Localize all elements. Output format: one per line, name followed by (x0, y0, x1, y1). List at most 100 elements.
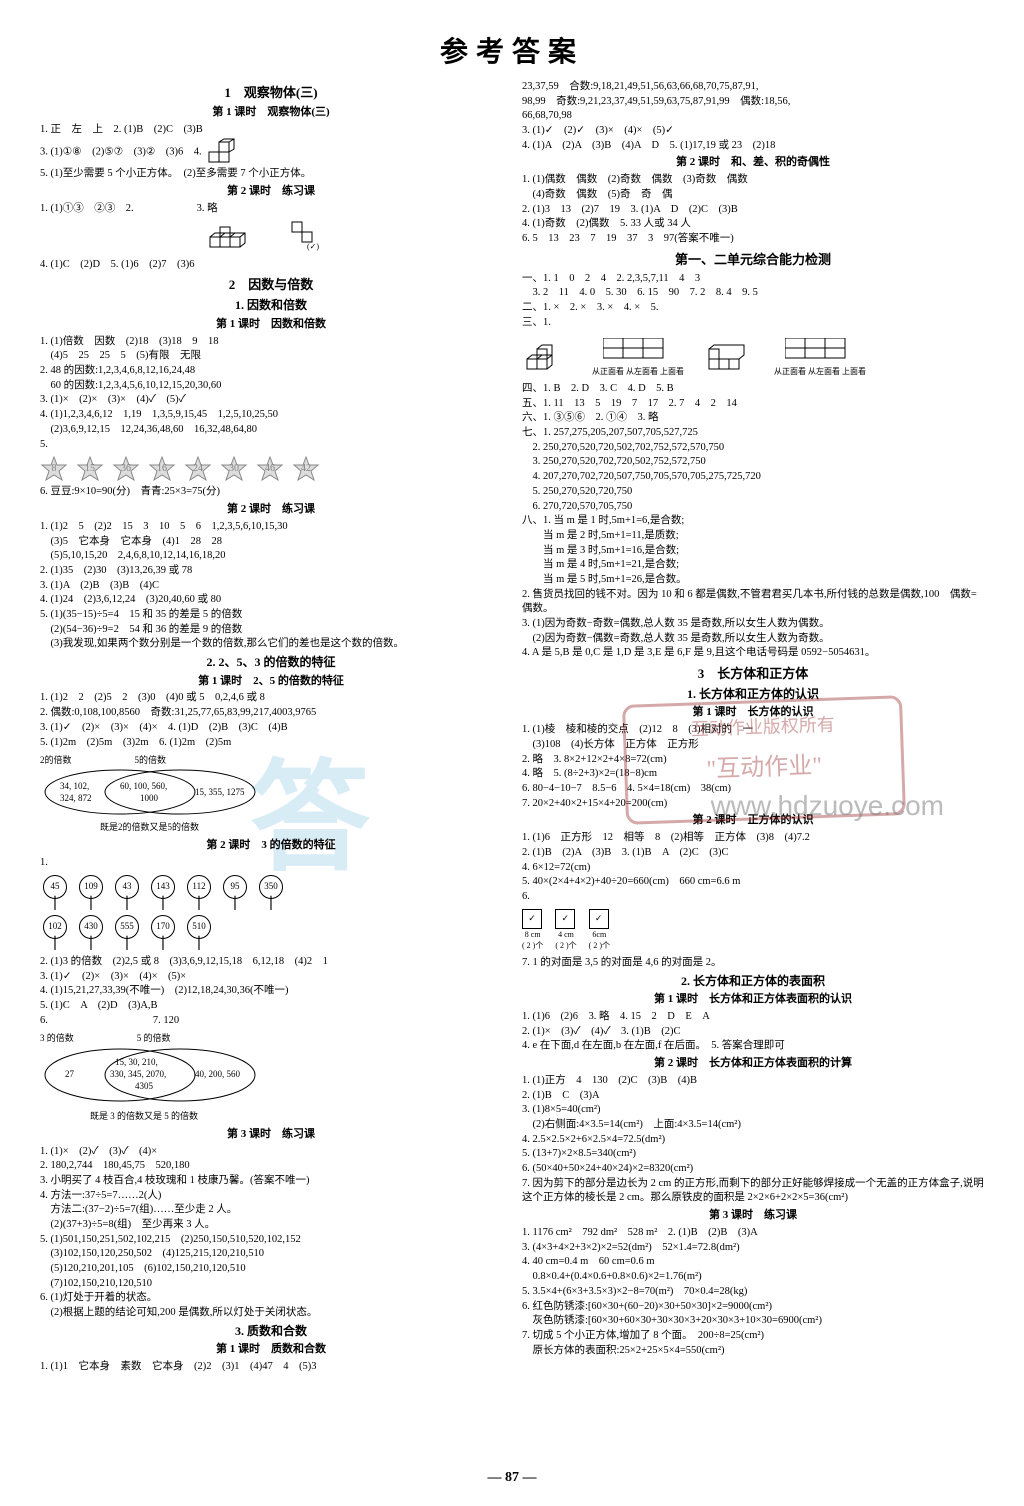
line: 2. (1)35 (2)30 (3)13,26,39 或 78 (40, 564, 502, 579)
line: 3. (1)A (2)B (3)B (4)C (40, 579, 502, 594)
balloon-tail: ⎮ (196, 939, 202, 949)
line: 4. (1)C (2)D 5. (1)6 (2)7 (3)6 (40, 258, 502, 273)
line: 7. 切成 5 个小正方体,增加了 8 个面。 200÷8=25(cm²) (522, 1329, 984, 1344)
line: 66,68,70,98 (522, 109, 984, 124)
balloon: 109⎮ (76, 875, 106, 911)
star-icon: 46 (256, 455, 284, 483)
line: 23,37,59 合数:9,18,21,49,51,56,63,66,68,70… (522, 80, 984, 95)
balloon-tail: ⎮ (196, 899, 202, 909)
sec2-lesson3: 第 1 课时 2、5 的倍数的特征 (40, 674, 502, 690)
star-value: 16 (157, 462, 167, 477)
line: (2)(37+3)÷5=8(组) 至少再来 3 人。 (40, 1218, 502, 1233)
line: 6. (50×40+50×24+40×24)×2=8320(cm²) (522, 1162, 984, 1177)
balloon: 350⎮ (256, 875, 286, 911)
balloon: 430⎮ (76, 915, 106, 951)
line: 当 m 是 2 时,5m+1=11,是质数; (522, 529, 984, 544)
box-item: ✓ 4 cm ( 2 )个 (555, 909, 576, 952)
line: 4. A 是 5,B 是 0,C 是 1,D 是 3,E 是 6,F 是 9,且… (522, 646, 984, 661)
text: 1. (1)①③ ②③ 2. 3. 略 (40, 203, 218, 214)
line: 3. (1)因为奇数−奇数=偶数,总人数 35 是奇数,所以女生人数为偶数。 (522, 617, 984, 632)
line: 5. 40×(2×4+4×2)+40÷20=660(cm) 660 cm=6.6… (522, 875, 984, 890)
line: 6. (1)灯处于开着的状态。 (40, 1291, 502, 1306)
line: 3. 250,270,520,702,720,502,752,572,750 (522, 455, 984, 470)
cube-figures: (✓) (40, 217, 502, 258)
cube-icon (522, 334, 572, 374)
box-item: ✓ 6cm ( 2 )个 (589, 909, 610, 952)
checkbox: ✓ (555, 909, 575, 929)
lesson-r4: 第 1 课时 长方体和正方体表面积的认识 (522, 992, 984, 1008)
venn-caption: 既是 3 的倍数又是 5 的倍数 (90, 1111, 198, 1121)
star-icon: 16 (148, 455, 176, 483)
line: 5. 250,270,520,720,750 (522, 485, 984, 500)
lesson-r1: 第 2 课时 和、差、积的奇偶性 (522, 155, 984, 171)
lesson-r5: 第 2 课时 长方体和正方体表面积的计算 (522, 1056, 984, 1072)
line: 2. (1)B C (3)A (522, 1089, 984, 1104)
line: 6. (522, 890, 984, 905)
svg-text:27: 27 (65, 1069, 75, 1079)
line: 4. 207,270,702,720,507,750,705,570,705,2… (522, 470, 984, 485)
cube-label: 从正面看 从左面看 上面看 (774, 366, 866, 378)
line: 当 m 是 5 时,5m+1=26,是合数。 (522, 573, 984, 588)
sec2-lesson1: 第 1 课时 因数和倍数 (40, 317, 502, 333)
star-icon: 8 (40, 455, 68, 483)
line: 6. 红色防锈漆:[60×30+(60−20)×30+50×30]×2=9000… (522, 1300, 984, 1315)
cube-icon (204, 137, 244, 167)
line: 2. (1)3 的倍数 (2)2,5 或 8 (3)3,6,9,12,15,18… (40, 955, 502, 970)
line: (4)5 25 25 5 (5)有限 无限 (40, 349, 502, 364)
cube-row: 从正面看 从左面看 上面看 从正面看 从左面看 上面看 (522, 334, 984, 378)
cube-icon (205, 217, 285, 252)
line: 4. (1)A (2)A (3)B (4)A D 5. (1)17,19 或 2… (522, 139, 984, 154)
line: 5. (1)(35−15)÷5=4 15 和 35 的差是 5 的倍数 (40, 608, 502, 623)
line: 2. 180,2,744 180,45,75 520,180 (40, 1159, 502, 1174)
cube-item: 从正面看 从左面看 上面看 (592, 338, 684, 378)
star-value: 42 (301, 462, 311, 477)
svg-text:15, 30, 210,: 15, 30, 210, (115, 1057, 158, 1067)
line: 1. (1)2 5 (2)2 15 3 10 5 6 1,2,3,5,6,10,… (40, 520, 502, 535)
stamp-line2: "互动作业" (637, 743, 892, 787)
line: 方法二:(37−2)÷5=7(组)……至少走 2 人。 (40, 1203, 502, 1218)
venn-diagram-1: 2的倍数 5的倍数 34, 102, 324, 872 60, 100, 560… (40, 754, 502, 834)
line: 灰色防锈漆:[60×30+60×30+30×30×3+20×30×3+10×30… (522, 1314, 984, 1329)
box-label: 8 cm (522, 929, 543, 941)
sec1-lesson1: 第 1 课时 观察物体(三) (40, 105, 502, 121)
line: 5. 3.5×4+(6×3+3.5×3)×2−8=70(m²) 70×0.4=2… (522, 1285, 984, 1300)
line: 1. 1176 cm² 792 dm² 528 m² 2. (1)B (2)B … (522, 1226, 984, 1241)
balloon-tail: ⎮ (88, 899, 94, 909)
line: 3. (1)✓ (2)× (3)× (4)× (5)× (40, 970, 502, 985)
star-icon: 24 (184, 455, 212, 483)
checkbox: ✓ (522, 909, 542, 929)
venn-diagram-2: 3 的倍数 5 的倍数 27 15, 30, 210, 330, 345, 20… (40, 1032, 502, 1122)
box-label: 4 cm (555, 929, 576, 941)
sec2-lesson4: 第 2 课时 3 的倍数的特征 (40, 838, 502, 854)
line: 2. 售货员找回的钱不对。因为 10 和 6 都是偶数,不管君君买几本书,所付钱… (522, 588, 984, 617)
line: 1. (1)倍数 因数 (2)18 (3)18 9 18 (40, 335, 502, 350)
balloon: 102⎮ (40, 915, 70, 951)
line: 2. 48 的因数:1,2,3,4,6,8,12,16,24,48 (40, 364, 502, 379)
venn-text: 60, 100, 560, (120, 781, 167, 791)
balloon-tail: ⎮ (124, 899, 130, 909)
cube-item: 从正面看 从左面看 上面看 (774, 338, 866, 378)
balloon-tail: ⎮ (232, 899, 238, 909)
sec1-lesson2: 第 2 课时 练习课 (40, 184, 502, 200)
line: 3. (1)8×5=40(cm²) (522, 1103, 984, 1118)
box-under: ( 2 )个 (589, 940, 610, 952)
balloon-tail: ⎮ (160, 939, 166, 949)
grid-icon (785, 338, 855, 363)
balloon: 43⎮ (112, 875, 142, 911)
box-under: ( 2 )个 (522, 940, 543, 952)
venn-text: 15, 355, 1275 (195, 787, 245, 797)
balloon-tail: ⎮ (88, 939, 94, 949)
venn-label: 2的倍数 (40, 755, 72, 765)
line: 原长方体的表面积:25×2+25×5×4=550(cm²) (522, 1344, 984, 1359)
line: (7)102,150,210,120,510 (40, 1277, 502, 1292)
line: 5. (1)至少需要 5 个小正方体。 (2)至多需要 7 个小正方体。 (40, 167, 502, 182)
star-value: 46 (265, 462, 275, 477)
balloon: 510⎮ (184, 915, 214, 951)
star-value: 8 (52, 462, 57, 477)
line: 1. (1)× (2)✓ (3)✓ (4)× (40, 1145, 502, 1160)
line: 二、1. × 2. × 3. × 4. × 5. (522, 301, 984, 316)
line: (3)102,150,120,250,502 (4)125,215,120,21… (40, 1247, 502, 1262)
line: (2)右侧面:4×3.5=14(cm²) 上面:4×3.5=14(cm²) (522, 1118, 984, 1133)
balloon: 143⎮ (148, 875, 178, 911)
line: 1. (1)6 (2)6 3. 略 4. 15 2 D E A (522, 1010, 984, 1025)
